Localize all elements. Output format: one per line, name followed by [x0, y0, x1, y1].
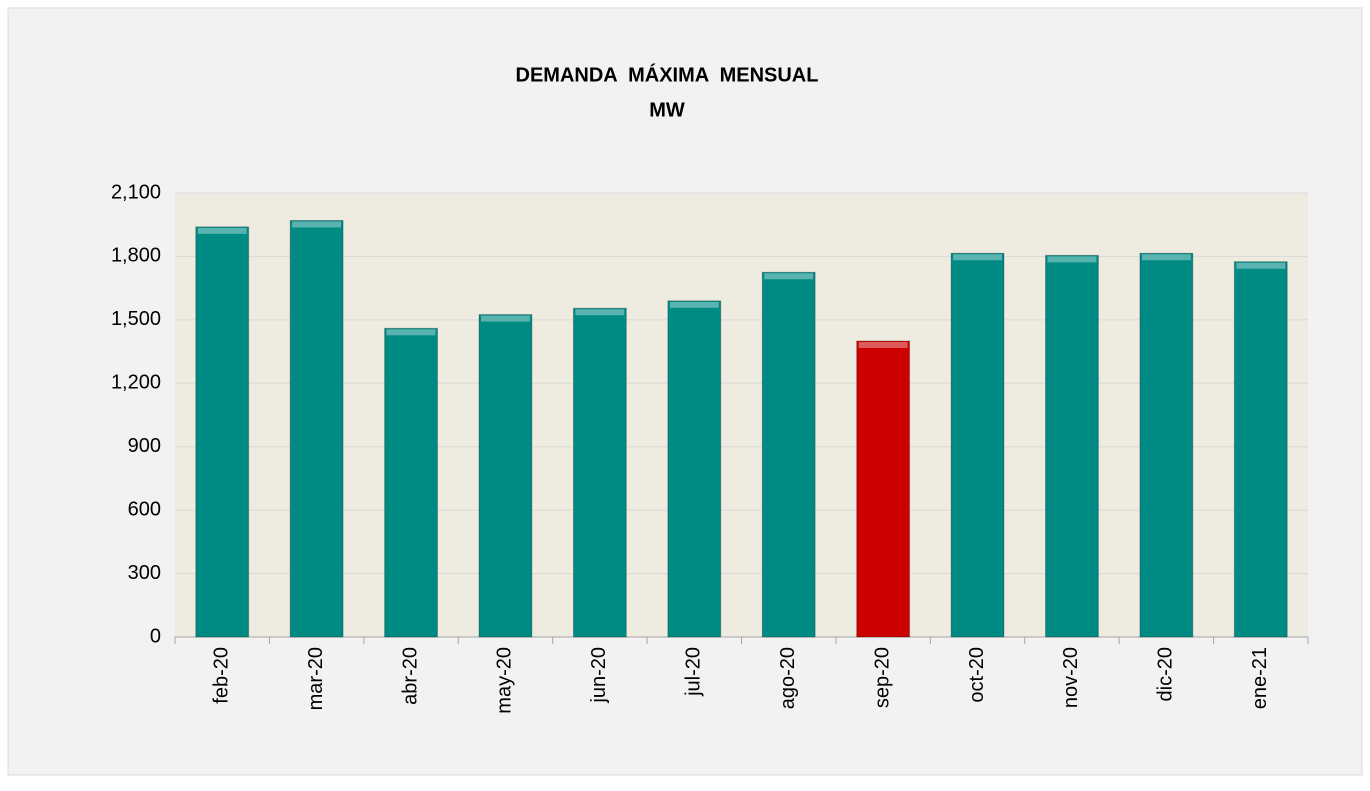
bar	[1045, 254, 1099, 638]
x-tick-label: oct-20	[966, 647, 988, 703]
bar-highlight	[669, 301, 719, 308]
bar-highlight	[1236, 262, 1286, 269]
y-tick-label: 1,800	[111, 245, 161, 267]
bar	[856, 340, 911, 638]
x-tick-label: nov-20	[1060, 647, 1082, 708]
bar-highlight	[953, 254, 1002, 261]
bar-highlight	[764, 273, 814, 280]
bar	[195, 226, 250, 638]
bar-highlight	[1141, 254, 1191, 261]
y-tick-label: 2,100	[111, 181, 161, 203]
x-tick-label: sep-20	[871, 647, 893, 708]
x-tick-label: mar-20	[305, 647, 327, 710]
bar-highlight	[197, 227, 247, 234]
bar	[572, 307, 627, 638]
bar	[289, 219, 344, 638]
bar-highlight	[575, 309, 625, 316]
x-tick-label: may-20	[494, 647, 516, 714]
bar	[667, 300, 722, 638]
bar	[478, 314, 533, 638]
bar-highlight	[386, 329, 436, 336]
y-tick-label: 300	[128, 562, 161, 584]
chart-title: DEMANDA MÁXIMA MENSUAL	[516, 63, 819, 86]
bar	[1233, 261, 1288, 638]
plot-area	[175, 193, 1308, 637]
x-tick-label: jul-20	[683, 647, 705, 697]
y-tick-label: 600	[128, 498, 161, 520]
bar-highlight	[1047, 256, 1097, 263]
y-tick-label: 1,500	[111, 308, 161, 330]
x-tick-label: jun-20	[588, 647, 610, 704]
bar-highlight	[481, 315, 530, 322]
y-tick-label: 0	[150, 625, 161, 647]
bar-highlight	[858, 342, 908, 348]
bar	[950, 252, 1005, 638]
bar	[1139, 252, 1194, 638]
y-tick-label: 900	[128, 435, 161, 457]
x-tick-label: abr-20	[399, 647, 421, 705]
x-tick-label: ago-20	[777, 647, 799, 709]
x-tick-label: dic-20	[1155, 647, 1177, 701]
y-tick-label: 1,200	[111, 372, 161, 394]
chart-subtitle: MW	[649, 99, 685, 121]
bar	[384, 327, 438, 638]
x-tick-label: feb-20	[210, 647, 232, 704]
bar-highlight	[292, 221, 342, 228]
x-tick-label: ene-21	[1249, 647, 1271, 709]
bar	[761, 271, 816, 638]
